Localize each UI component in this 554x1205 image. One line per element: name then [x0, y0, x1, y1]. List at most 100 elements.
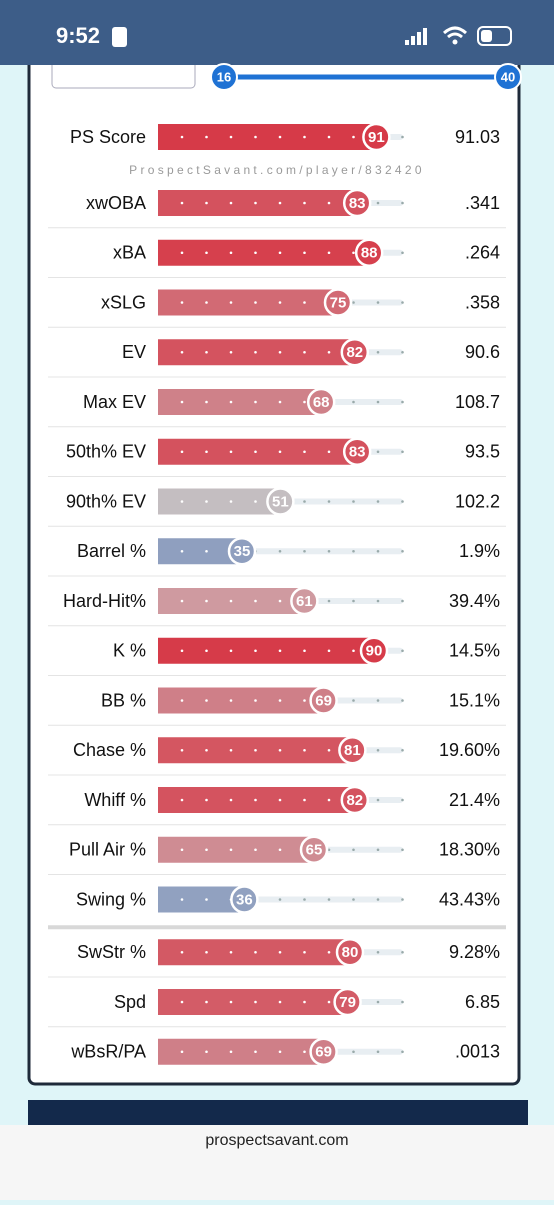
bar-dot: [376, 798, 380, 802]
bar-dot: [205, 500, 208, 503]
bar-dot: [278, 1050, 282, 1054]
bar-dot: [254, 748, 257, 752]
bar-dot: [254, 251, 257, 255]
slider-handle[interactable]: [494, 63, 522, 91]
bar-dot: [180, 201, 184, 205]
bar-dot: [376, 500, 380, 503]
percentile-badge: [323, 288, 353, 317]
percentile-badge: [309, 1037, 338, 1066]
bar-dot: [254, 649, 257, 653]
bar-dot: [278, 450, 282, 454]
bar-dot: [303, 649, 306, 653]
stat-value: 91.03: [455, 127, 500, 147]
bar-dot: [205, 950, 208, 954]
bar-dot: [376, 201, 380, 205]
bar-dot: [327, 1000, 331, 1004]
bar-dot: [180, 748, 184, 752]
slider-handle[interactable]: [210, 63, 238, 91]
bar-dot: [205, 251, 208, 255]
bar-dot: [303, 1050, 306, 1054]
bar-dot: [180, 135, 184, 139]
bar-dot: [303, 301, 306, 304]
bar-dot: [352, 599, 355, 603]
row-label: Spd: [114, 992, 146, 1012]
bar-dot: [401, 450, 404, 454]
bar-dot: [278, 301, 282, 304]
percentile-label: 83: [349, 195, 366, 212]
bar-dot: [401, 500, 404, 503]
percentile-badge: [340, 338, 370, 367]
bar-dot: [180, 301, 184, 304]
bar-dot: [352, 848, 355, 852]
percentile-badge: [340, 785, 370, 815]
bar-dot: [327, 500, 331, 503]
bar-dot: [352, 549, 355, 553]
bar-dot: [401, 549, 404, 553]
bar-dot: [180, 898, 184, 901]
bar-dot: [278, 1000, 282, 1004]
bar-dot: [327, 599, 331, 603]
percentile-badge: [309, 686, 338, 715]
percentile-bar: [158, 289, 338, 316]
percentile-label: 69: [315, 1044, 332, 1061]
row-label: Chase %: [73, 740, 146, 760]
bar-dot: [254, 135, 257, 139]
bar-dot: [376, 599, 380, 603]
focus-icon: [112, 27, 127, 47]
bar-dot: [180, 549, 184, 553]
percentile-label: 75: [330, 294, 347, 311]
bar-dot: [352, 400, 355, 404]
bar-dot: [278, 699, 282, 702]
bar-dot: [278, 649, 282, 653]
bar-dot: [376, 301, 380, 304]
bar-dot: [401, 1000, 404, 1004]
bar-dot: [303, 699, 306, 702]
clock: 9:52: [56, 23, 100, 48]
bar-dot: [352, 649, 355, 653]
bar-dot: [205, 649, 208, 653]
bar-dot: [327, 251, 331, 255]
percentile-label: 36: [236, 891, 253, 908]
percentile-bar: [158, 1038, 324, 1065]
stat-value: .0013: [455, 1042, 500, 1062]
stat-value: 6.85: [465, 992, 500, 1012]
bar-dot: [327, 201, 331, 205]
bar-dot: [376, 549, 380, 553]
bar-dot: [254, 201, 257, 205]
stat-value: 39.4%: [449, 591, 500, 611]
bar-dot: [376, 350, 380, 354]
percentile-bar: [158, 939, 350, 966]
bar-dot: [205, 350, 208, 354]
percentile-bar: [158, 389, 322, 415]
percentile-badge: [266, 487, 295, 516]
bar-dot: [205, 1000, 208, 1004]
bar-dot: [205, 699, 208, 702]
bar-dot: [205, 201, 208, 205]
bar-dot: [205, 748, 208, 752]
percentile-badge: [362, 122, 391, 152]
row-label: xBA: [113, 243, 146, 263]
stat-value: 21.4%: [449, 790, 500, 810]
bar-dot: [327, 649, 331, 653]
status-bar: [0, 0, 554, 65]
bar-dot: [205, 450, 208, 454]
bar-dot: [278, 848, 282, 852]
percentile-label: 51: [272, 493, 289, 510]
bar-dot: [229, 201, 233, 205]
bar-dot: [205, 1050, 208, 1054]
percentile-badge: [342, 188, 372, 218]
bar-dot: [229, 1050, 233, 1054]
bar-dot: [352, 1050, 355, 1054]
bar-dot: [205, 848, 208, 852]
percentile-bar: [158, 836, 314, 863]
bar-dot: [401, 848, 404, 852]
bar-dot: [254, 400, 257, 404]
percentile-badge: [354, 238, 384, 267]
percentile-badge: [290, 586, 319, 616]
slider-max: 40: [501, 69, 515, 84]
bar-dot: [229, 350, 233, 354]
bar-dot: [327, 350, 331, 354]
bar-dot: [352, 898, 355, 901]
bar-dot: [180, 699, 184, 702]
